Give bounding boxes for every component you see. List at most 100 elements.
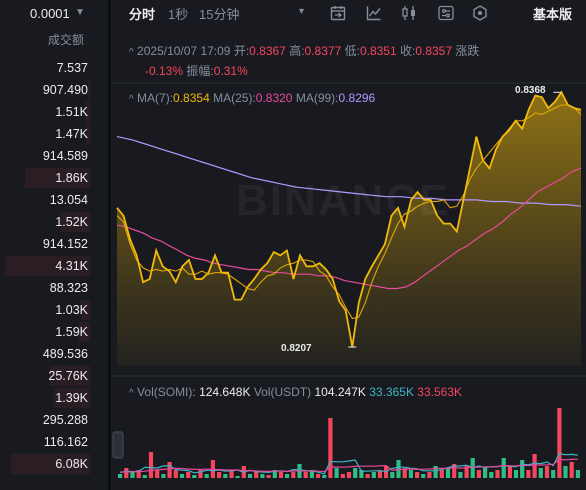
volume-row: 907.490 [0,79,108,101]
volume-value: 4.31K [55,259,88,273]
volume-value: 88.323 [49,281,88,295]
scroll-handle[interactable] [112,431,124,459]
volume-bar [390,472,395,478]
volume-bar [167,462,172,478]
volume-bar [433,466,438,478]
volume-bar [142,475,147,478]
volume-bar [458,472,463,478]
volume-bar [309,470,314,478]
volume-depth-bar [54,388,90,408]
volume-row: 295.288 [0,409,108,431]
volume-bar [575,470,580,478]
low-price-label: 0.8207 [281,343,312,354]
volume-bar [483,468,488,478]
volume-bar [520,460,525,478]
volume-value: 1.03K [55,303,88,317]
volume-bar [353,468,358,478]
interval-dropdown-icon[interactable]: ▾ [299,6,305,17]
volume-bar [322,475,327,478]
precision-selector[interactable]: 0.0001 ▼ [0,0,108,26]
collapse-toggle-icon[interactable]: ^ [129,388,134,399]
volume-bar [421,474,426,478]
volume-row: 1.86K [0,167,108,189]
volume-list: 7.537 907.490 1.51K 1.47K 914.589 1.86K 13.054… [0,57,108,475]
volume-row: 1.39K [0,387,108,409]
volume-bar [526,470,531,478]
indicator-icon[interactable] [471,4,489,22]
volume-depth-bar [85,124,90,144]
volume-bar [408,470,413,478]
tab-time-sharing[interactable]: 分时 [129,7,156,22]
ma99-label: MA(99): [295,91,339,105]
low-label: 低: [344,44,360,58]
line-chart-icon[interactable] [365,4,383,22]
chart-canvas[interactable] [111,26,586,490]
collapse-toggle-icon[interactable]: ^ [129,94,134,105]
volume-bar [179,474,185,478]
volume-row: 914.152 [0,233,108,255]
volume-legend: ^ Vol(SOMI): 124.648K Vol(USDT) 104.247K… [129,385,462,399]
volume-bar [495,470,500,478]
volume-bar [359,470,364,478]
tab-basic-version[interactable]: 基本版 [532,7,572,22]
volume-bar [223,474,228,478]
volume-row: 88.323 [0,277,108,299]
volume-bar [186,472,191,478]
volume-value: 489.536 [42,347,88,361]
vol-ma10-value: 33.563K [417,385,463,399]
candlestick-icon[interactable] [400,4,418,22]
ma-legend: ^ MA(7):0.8354 MA(25):0.8320 MA(99):0.82… [129,91,375,105]
volume-row: 7.537 [0,57,108,79]
volume-bar [254,472,259,478]
vol-somi-label: Vol(SOMI): [137,385,196,399]
orderbook-panel: 0.0001 ▼ 成交额 7.537 907.490 1.51K 1.47K 914.5… [0,0,108,490]
volume-bar [464,466,469,478]
volume-depth-bar [61,212,90,232]
collapse-toggle-icon[interactable]: ^ [129,47,134,58]
calendar-icon[interactable] [329,4,347,22]
volume-bar [260,474,265,478]
volume-value: 116.162 [43,435,88,449]
volume-bar [217,472,222,478]
volume-row: 4.31K [0,255,108,277]
amplitude-value: 0.31% [213,64,248,78]
volume-bar [346,472,352,478]
volume-depth-bar [81,300,90,320]
volume-bar [551,470,556,478]
volume-bar [118,474,123,478]
volume-bar [452,464,457,478]
volume-row: 489.536 [0,343,108,365]
volume-depth-bar [88,80,90,100]
volume-bar [192,475,197,478]
volume-bar [278,472,284,478]
tab-1s[interactable]: 1秒 [168,7,189,22]
vol-somi-value: 124.648K [199,385,251,399]
high-price-label: 0.8368 [515,85,546,96]
ma25-value: 0.8320 [255,91,293,105]
panel-divider[interactable] [108,0,111,490]
volume-bar [563,466,568,478]
open-value: 0.8367 [249,44,286,58]
volume-value: 295.288 [42,413,88,427]
change-label: 涨跌 [455,44,480,58]
volume-bar [235,476,240,478]
settings-sliders-icon[interactable] [437,4,455,22]
tab-15m[interactable]: 15分钟 [199,7,240,22]
volume-bar [371,472,376,478]
ma99-line [116,136,582,207]
close-label: 收: [399,44,416,58]
volume-row: 1.59K [0,321,108,343]
volume-row: 1.47K [0,123,108,145]
volume-bar [198,470,203,478]
volume-value: 914.589 [42,149,88,163]
volume-bar [130,472,135,478]
volume-value: 914.152 [42,237,88,251]
volume-bar [439,470,444,478]
low-value: 0.8351 [359,44,397,58]
ma7-value: 0.8354 [173,91,210,105]
volume-bar [272,470,277,478]
volume-depth-bar [79,322,90,342]
volume-bar [476,470,481,478]
volume-bar [136,470,141,478]
price-chart[interactable]: BINANCE ^ 2025/10/07 17:09 开:0.8367 高:0.… [111,26,586,490]
